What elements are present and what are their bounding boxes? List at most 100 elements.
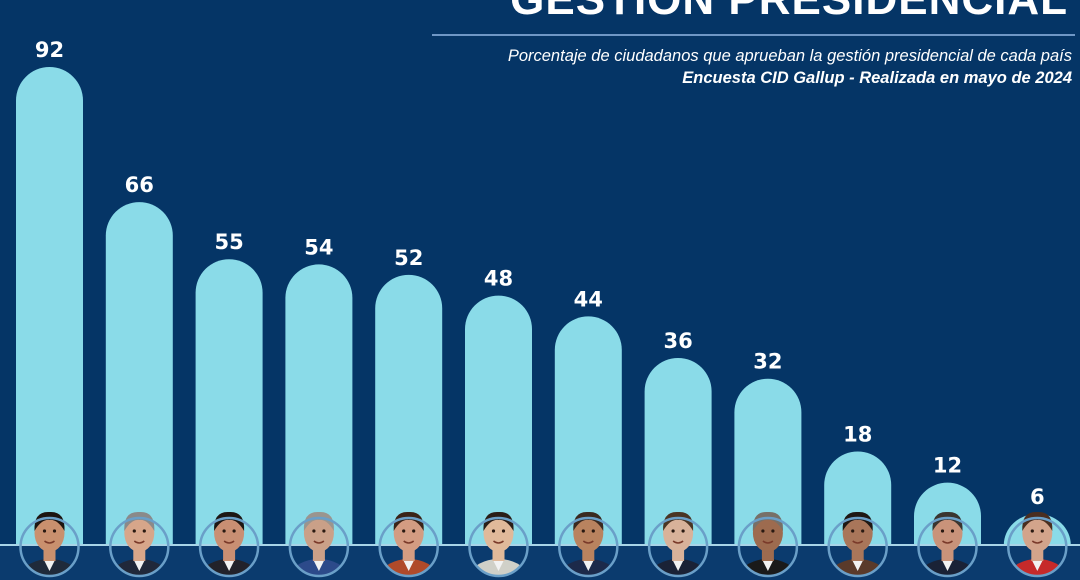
portrait-ring: [917, 516, 978, 578]
data-label: 92: [35, 38, 64, 62]
portrait-hair: [303, 511, 334, 531]
portrait-collar: [43, 559, 56, 571]
portrait-ring: [1007, 516, 1068, 578]
portrait-mouth: [762, 540, 774, 544]
portrait-eye: [671, 529, 675, 533]
bar: [644, 357, 712, 545]
portrait-hair: [214, 511, 245, 531]
portrait-collar: [851, 559, 864, 571]
portrait-eye: [950, 529, 955, 533]
bar: [465, 295, 532, 545]
data-label: 6: [1030, 485, 1045, 509]
portrait-neck: [223, 549, 236, 561]
portrait-collar: [941, 559, 954, 571]
portrait-eye: [581, 529, 585, 533]
portrait-hair: [932, 511, 963, 531]
portrait-collar: [1031, 559, 1044, 571]
portrait-eye: [940, 529, 945, 533]
portrait-face: [214, 514, 245, 552]
portrait-hair: [393, 511, 424, 531]
portrait-face: [393, 514, 424, 552]
portrait-ring: [109, 516, 170, 578]
portrait-eye: [771, 529, 775, 533]
bar: [105, 202, 173, 545]
portrait-face: [752, 514, 783, 552]
portrait-ring: [468, 516, 529, 578]
portrait-neck: [582, 549, 595, 561]
portrait-mouth: [1031, 540, 1043, 544]
data-label: 52: [394, 246, 423, 270]
portrait-eye: [222, 529, 226, 533]
portrait-mouth: [223, 540, 235, 544]
portrait-eye: [501, 529, 506, 533]
portrait-ring: [198, 516, 260, 578]
portrait-neck: [672, 549, 685, 561]
portrait-ring: [288, 516, 350, 578]
portrait-neck: [941, 549, 954, 561]
data-label: 12: [933, 454, 962, 478]
portrait-ring: [827, 516, 888, 578]
portrait-neck: [761, 549, 774, 561]
portrait-neck: [402, 549, 415, 561]
bar: [375, 274, 443, 545]
portrait-face: [34, 514, 65, 552]
portrait-eye: [851, 529, 855, 533]
portrait-face: [1022, 514, 1053, 552]
portrait-hair: [34, 511, 65, 531]
portrait-collar: [761, 559, 774, 571]
portrait-ring: [647, 516, 709, 578]
portrait-mouth: [582, 540, 594, 544]
portrait-ring: [558, 516, 619, 578]
portrait-neck: [851, 549, 864, 561]
portrait-collar: [672, 559, 685, 571]
portrait-face: [932, 514, 963, 552]
portrait-face: [303, 514, 334, 552]
data-label: 55: [214, 230, 243, 254]
portrait-eye: [232, 529, 236, 533]
portrait-collar: [133, 559, 146, 571]
portrait-eye: [132, 529, 136, 533]
portrait-neck: [1031, 549, 1044, 561]
portrait-eye: [861, 529, 865, 533]
portrait-ring: [19, 516, 80, 578]
bar: [824, 451, 892, 545]
portrait-mouth: [313, 540, 325, 544]
data-label: 36: [663, 329, 692, 353]
bar: [554, 316, 622, 545]
portrait-mouth: [672, 540, 684, 544]
portrait-collar: [223, 559, 236, 571]
portrait-hair: [752, 511, 783, 531]
portrait-eye: [1040, 529, 1044, 533]
bar: [16, 67, 83, 545]
portrait-neck: [43, 549, 56, 561]
portrait-eye: [42, 529, 47, 533]
portrait-mouth: [942, 540, 953, 544]
portrait-eye: [142, 529, 146, 533]
portrait-eye: [591, 529, 595, 533]
portrait-mouth: [493, 540, 504, 544]
data-label: 48: [484, 267, 513, 291]
portrait-eye: [491, 529, 496, 533]
portrait-eye: [312, 529, 316, 533]
portrait-hair: [124, 511, 155, 531]
portrait-neck: [133, 549, 146, 561]
data-label: 32: [753, 350, 782, 374]
portrait-eye: [52, 529, 57, 533]
portrait-face: [124, 514, 155, 552]
data-label: 66: [125, 173, 154, 197]
data-label: 18: [843, 422, 872, 446]
bar: [734, 378, 802, 545]
portrait-mouth: [133, 540, 145, 544]
portrait-collar: [312, 559, 325, 571]
portrait-eye: [402, 529, 406, 533]
title-divider: [432, 34, 1075, 36]
bar: [195, 259, 263, 545]
portrait-neck: [492, 549, 505, 561]
portrait-eye: [761, 529, 765, 533]
portrait-eye: [412, 529, 416, 533]
portrait-eye: [322, 529, 326, 533]
portrait-collar: [402, 559, 415, 571]
portrait-collar: [492, 559, 505, 571]
data-label: 44: [574, 287, 603, 311]
bar: [285, 264, 353, 545]
